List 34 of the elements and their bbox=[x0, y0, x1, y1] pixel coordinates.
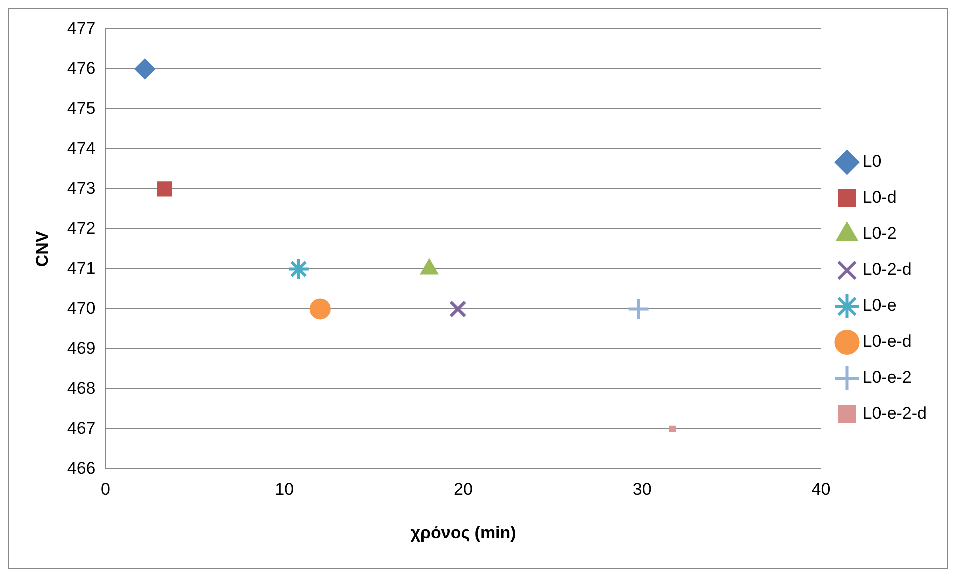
y-tick-label: 475 bbox=[67, 98, 96, 118]
legend-label: L0 bbox=[862, 152, 882, 172]
point bbox=[287, 258, 310, 281]
legend-label: L0-e-2-d bbox=[862, 404, 928, 424]
y-tick-label: 470 bbox=[67, 298, 96, 318]
point bbox=[669, 426, 676, 433]
x-tick-label: 20 bbox=[454, 480, 473, 500]
point bbox=[310, 298, 331, 320]
legend-label: L0-e bbox=[862, 296, 897, 316]
x-tick-label: 10 bbox=[275, 480, 294, 500]
legend-label: L0-d bbox=[862, 188, 897, 208]
legend-label: L0-2-d bbox=[862, 260, 912, 280]
y-tick-label: 474 bbox=[67, 138, 96, 158]
legend-label: L0-2 bbox=[862, 224, 897, 244]
legend-label: L0-e-d bbox=[862, 332, 912, 352]
point bbox=[627, 298, 650, 321]
point bbox=[450, 300, 467, 318]
x-axis-title: χρόνος (min) bbox=[410, 523, 516, 542]
y-tick-label: 466 bbox=[67, 458, 96, 478]
y-tick-label: 477 bbox=[67, 18, 96, 38]
point bbox=[157, 182, 172, 197]
y-tick-label: 472 bbox=[67, 218, 96, 238]
y-tick-label: 468 bbox=[67, 378, 96, 398]
point bbox=[134, 58, 156, 80]
y-tick-label: 476 bbox=[67, 58, 96, 78]
y-tick-label: 467 bbox=[67, 418, 96, 438]
y-tick-label: 471 bbox=[67, 258, 96, 278]
x-tick-label: 0 bbox=[101, 480, 110, 500]
y-axis-title: CNV bbox=[32, 230, 52, 268]
y-tick-label: 469 bbox=[67, 338, 96, 358]
y-tick-label: 473 bbox=[67, 178, 96, 198]
x-tick-label: 40 bbox=[812, 480, 831, 500]
legend-label: L0-e-2 bbox=[862, 368, 912, 388]
x-tick-label: 30 bbox=[632, 480, 652, 500]
